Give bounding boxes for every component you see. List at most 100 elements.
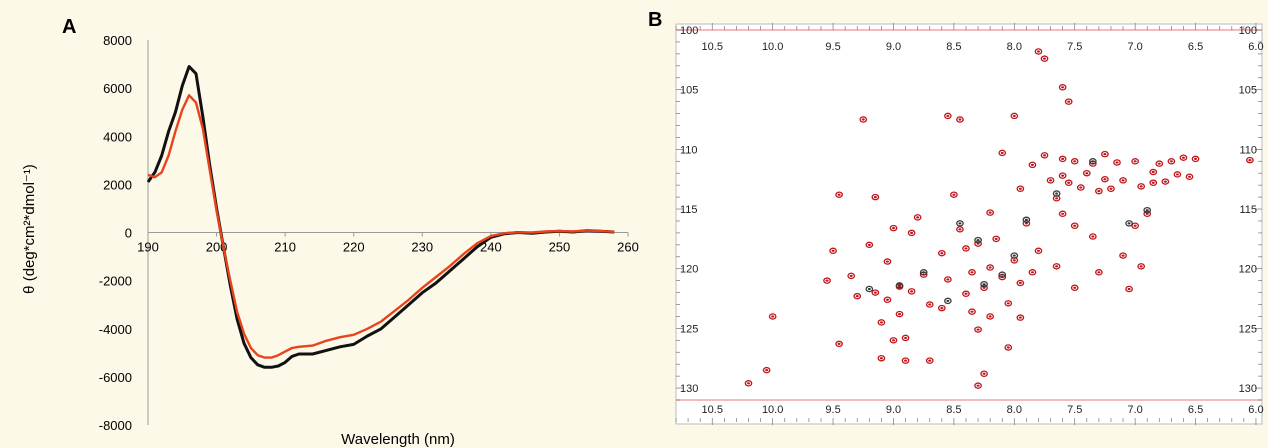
nmr-top-x-tick-label: 9.5 xyxy=(825,41,840,53)
panel-label-a: A xyxy=(62,16,76,38)
nmr-peak xyxy=(873,291,877,294)
nmr-peak-outer xyxy=(913,214,922,221)
nmr-peak-outer xyxy=(1119,252,1127,259)
nmr-peak-outer xyxy=(865,241,874,249)
nmr-peak xyxy=(1188,175,1192,178)
y-tick-label: 4000 xyxy=(103,129,132,144)
nmr-peak xyxy=(1055,192,1059,195)
nmr-peak xyxy=(1127,287,1131,291)
nmr-peak-outer xyxy=(944,112,952,120)
nmr-peak-outer xyxy=(1070,222,1079,229)
nmr-peak-outer xyxy=(944,297,952,305)
nmr-peak xyxy=(1067,181,1071,184)
nmr-peak-outer xyxy=(744,380,753,387)
nmr-peak xyxy=(904,359,908,362)
nmr-peak-outer xyxy=(925,357,934,364)
nmr-peak xyxy=(1121,179,1125,182)
nmr-peak xyxy=(940,252,944,255)
nmr-peak xyxy=(922,271,926,274)
nmr-peak-outer xyxy=(1070,284,1079,292)
nmr-peak-outer xyxy=(847,272,856,280)
nmr-peak-outer xyxy=(944,276,952,283)
nmr-peak-outer xyxy=(768,313,777,320)
nmr-peak-outer xyxy=(1179,154,1188,161)
nmr-peak-outer xyxy=(1149,168,1158,176)
nmr-peak xyxy=(837,342,841,346)
nmr-left-y-tick-label: 110 xyxy=(680,144,698,156)
nmr-peak-outer xyxy=(877,354,886,362)
nmr-left-y-tick-label: 130 xyxy=(680,383,698,395)
nmr-peak xyxy=(1055,265,1059,268)
nmr-peak xyxy=(1139,265,1143,268)
y-tick-label: 0 xyxy=(125,226,132,241)
nmr-bottom-x-tick-label: 6.5 xyxy=(1188,404,1203,416)
nmr-peak-outer xyxy=(1028,269,1037,276)
nmr-plot-frame xyxy=(675,23,1263,425)
nmr-peak xyxy=(1091,160,1095,163)
nmr-peak xyxy=(1133,160,1137,163)
nmr-peak xyxy=(1061,86,1065,89)
nmr-peak xyxy=(970,310,974,313)
nmr-peak-group xyxy=(744,48,1254,389)
nmr-peak xyxy=(1127,222,1131,225)
nmr-peak xyxy=(916,216,920,219)
nmr-top-x-tick-label: 6.5 xyxy=(1188,41,1203,53)
nmr-peak-outer xyxy=(895,310,904,318)
nmr-peak xyxy=(1073,286,1077,289)
nmr-peak-outer xyxy=(950,191,958,198)
nmr-peak xyxy=(825,279,829,282)
nmr-peak-outer xyxy=(762,366,771,374)
nmr-right-y-tick-label: 110 xyxy=(1239,144,1257,156)
nmr-peak-outer xyxy=(901,334,910,342)
nmr-peak-outer xyxy=(1113,159,1121,166)
nmr-peak-outer xyxy=(925,301,934,308)
nmr-peak xyxy=(849,274,853,277)
nmr-peak xyxy=(982,372,986,375)
nmr-right-y-tick-label: 120 xyxy=(1239,264,1257,276)
nmr-peak-outer xyxy=(1058,172,1067,179)
nmr-peak xyxy=(988,266,992,269)
nmr-peak xyxy=(855,295,859,298)
nmr-top-x-tick-label: 7.0 xyxy=(1127,41,1142,53)
nmr-peak-outer xyxy=(980,370,988,377)
nmr-peak xyxy=(837,193,841,196)
nmr-peak-outer xyxy=(1167,158,1176,165)
nmr-peak-outer xyxy=(1088,158,1097,165)
nmr-peak xyxy=(1151,181,1155,184)
nmr-peak-outer xyxy=(853,292,862,300)
nmr-peak-outer xyxy=(998,149,1007,157)
nmr-peak-outer xyxy=(907,229,916,237)
nmr-peak xyxy=(982,283,986,286)
nmr-peak-outer xyxy=(956,116,964,123)
nmr-peak xyxy=(1169,160,1173,163)
nmr-peak-outer xyxy=(871,193,880,201)
y-tick-label: 8000 xyxy=(103,33,132,48)
nmr-peak-outer xyxy=(1034,247,1043,255)
nmr-peak-outer xyxy=(1016,314,1025,321)
nmr-peak xyxy=(885,260,889,263)
nmr-top-x-tick-label: 10.5 xyxy=(702,41,723,53)
nmr-peak-outer xyxy=(835,191,843,198)
nmr-peak-outer xyxy=(1107,185,1115,192)
nmr-peak xyxy=(1115,161,1119,164)
nmr-peak xyxy=(1043,154,1047,157)
nmr-peak-outer xyxy=(974,326,982,333)
nmr-peak xyxy=(891,227,895,230)
nmr-peak xyxy=(964,292,968,295)
nmr-peak xyxy=(1000,273,1004,276)
nmr-peak xyxy=(958,222,962,225)
nmr-peak xyxy=(831,249,835,252)
nmr-peak xyxy=(873,195,877,199)
nmr-peak-outer xyxy=(1004,300,1013,307)
nmr-peak xyxy=(946,299,950,303)
nmr-peak-outer xyxy=(1010,252,1019,259)
nmr-peak-outer xyxy=(919,269,928,276)
y-tick-label: -4000 xyxy=(99,322,132,337)
nmr-peak-outer xyxy=(962,245,970,252)
nmr-peak xyxy=(746,382,750,385)
nmr-right-y-tick-label: 125 xyxy=(1239,323,1257,335)
nmr-peak-outer xyxy=(1064,179,1073,187)
nmr-peak xyxy=(891,339,895,342)
x-axis-title: Wavelength (nm) xyxy=(341,431,455,448)
nmr-peak-outer xyxy=(986,209,994,216)
